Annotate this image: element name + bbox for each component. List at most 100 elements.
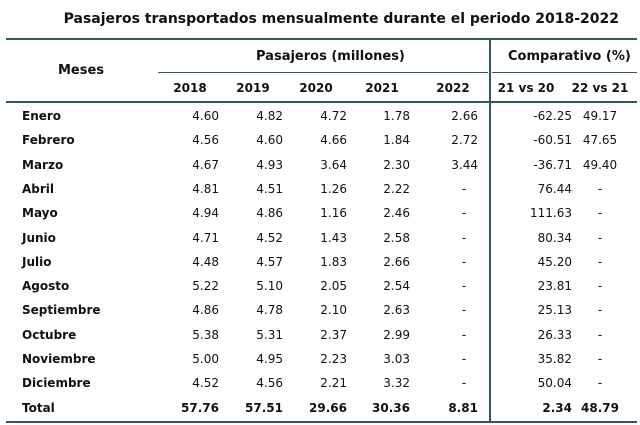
passenger-value-cell: 4.57 <box>256 254 283 269</box>
passenger-value-cell: 3.44 <box>451 157 478 172</box>
month-label: Abril <box>22 181 55 196</box>
passenger-value-cell: 4.71 <box>192 230 219 245</box>
month-label: Mayo <box>22 206 58 221</box>
passenger-value-cell: 4.82 <box>256 109 283 123</box>
month-label: Septiembre <box>22 303 101 318</box>
column-group-comparativo: Comparativo (%) <box>508 49 631 64</box>
passenger-value-cell: 2.46 <box>383 206 410 221</box>
column-group-divider <box>489 40 491 422</box>
comparison-value-cell: 49.40 <box>582 157 618 172</box>
passenger-value-cell: 2.10 <box>320 303 347 318</box>
month-label: Agosto <box>22 279 70 294</box>
passenger-value-cell: 4.56 <box>256 376 283 391</box>
passenger-value-cell: 4.94 <box>192 206 219 221</box>
passenger-value-cell: 2.30 <box>383 157 410 172</box>
comparison-value-cell: 26.33 <box>537 327 572 342</box>
passenger-value-cell: 1.83 <box>320 254 347 269</box>
comparison-value-cell: 45.20 <box>537 254 572 269</box>
column-group-pasajeros: Pasajeros (millones) <box>256 49 405 64</box>
passenger-value-cell: 1.43 <box>320 230 347 245</box>
passenger-value-cell: 4.72 <box>320 109 347 123</box>
table-bottom-rule <box>6 421 637 423</box>
month-label: Junio <box>22 230 56 245</box>
passenger-value-cell: 4.60 <box>256 133 283 148</box>
month-label: Febrero <box>22 133 75 148</box>
passenger-value-cell: 29.66 <box>309 401 347 415</box>
month-label: Octubre <box>22 327 77 342</box>
column-header-year: 2019 <box>236 81 270 95</box>
column-header-comparison: 22 vs 21 <box>571 81 629 95</box>
month-label: Noviembre <box>22 352 96 366</box>
passenger-value-cell: 4.67 <box>192 157 219 172</box>
comparison-value-cell: 80.34 <box>537 230 572 245</box>
comparison-value-cell: - <box>597 181 603 196</box>
passenger-value-cell: 2.23 <box>320 352 347 366</box>
passenger-value-cell: 4.95 <box>256 352 283 366</box>
passenger-value-cell: 3.32 <box>383 376 410 391</box>
passenger-value-cell: 5.31 <box>256 327 283 342</box>
comparison-value-cell: 25.13 <box>537 303 572 318</box>
passenger-value-cell: 4.86 <box>256 206 283 221</box>
comparison-value-cell: - <box>597 279 603 294</box>
passenger-value-cell: 4.81 <box>192 181 219 196</box>
passenger-value-cell: 4.93 <box>256 157 283 172</box>
passenger-value-cell: 4.66 <box>320 133 347 148</box>
column-header-year: 2022 <box>436 81 470 95</box>
passenger-value-cell: 5.00 <box>192 352 219 366</box>
passenger-value-cell: - <box>461 352 467 366</box>
passenger-value-cell: - <box>461 327 467 342</box>
comparison-value-cell: - <box>597 254 603 269</box>
passenger-value-cell: 1.26 <box>320 181 347 196</box>
passenger-value-cell: 4.48 <box>192 254 219 269</box>
passenger-value-cell: 4.56 <box>192 133 219 148</box>
comparison-value-cell: 111.63 <box>530 206 572 221</box>
comparison-value-cell: - <box>597 327 603 342</box>
month-label: Marzo <box>22 157 64 172</box>
passenger-value-cell: 30.36 <box>372 401 410 415</box>
passenger-value-cell: 5.38 <box>192 327 219 342</box>
comparison-value-cell: 50.04 <box>537 376 572 391</box>
month-label: Enero <box>22 109 62 123</box>
passenger-value-cell: - <box>461 206 467 221</box>
passenger-value-cell: 4.60 <box>192 109 219 123</box>
passenger-value-cell: 1.78 <box>383 109 410 123</box>
passenger-value-cell: 2.58 <box>383 230 410 245</box>
passenger-value-cell: - <box>461 376 467 391</box>
passenger-value-cell: 2.99 <box>383 327 410 342</box>
passenger-value-cell: - <box>461 230 467 245</box>
passenger-value-cell: - <box>461 303 467 318</box>
header-bottom-rule <box>6 101 637 103</box>
column-header-year: 2018 <box>173 81 207 95</box>
column-header-comparison: 21 vs 20 <box>497 81 555 95</box>
month-label: Diciembre <box>22 376 91 391</box>
month-label: Julio <box>22 254 52 269</box>
column-header-meses: Meses <box>58 63 105 78</box>
passenger-value-cell: 2.05 <box>320 279 347 294</box>
column-header-year: 2020 <box>299 81 333 95</box>
passenger-value-cell: - <box>461 279 467 294</box>
passenger-value-cell: 5.10 <box>256 279 283 294</box>
passenger-value-cell: 4.52 <box>256 230 283 245</box>
comparison-value-cell: 2.34 <box>542 401 572 415</box>
comparison-value-cell: -62.25 <box>533 109 572 123</box>
passenger-value-cell: 8.81 <box>448 401 478 415</box>
comparison-value-cell: -36.71 <box>533 157 572 172</box>
comparison-value-cell: - <box>597 376 603 391</box>
passenger-value-cell: 2.63 <box>383 303 410 318</box>
passenger-value-cell: 4.78 <box>256 303 283 318</box>
comparison-value-cell: - <box>597 303 603 318</box>
passenger-value-cell: 4.51 <box>256 181 283 196</box>
comparison-value-cell: 49.17 <box>582 109 618 123</box>
passenger-value-cell: 3.03 <box>383 352 410 366</box>
comparison-value-cell: - <box>597 352 603 366</box>
table-title: Pasajeros transportados mensualmente dur… <box>63 11 619 27</box>
comparison-value-cell: 48.79 <box>581 401 619 415</box>
pasajeros-group-rule <box>158 72 488 73</box>
passenger-value-cell: 1.84 <box>383 133 410 148</box>
passenger-value-cell: 2.22 <box>383 181 410 196</box>
passenger-value-cell: - <box>461 254 467 269</box>
passenger-value-cell: 2.37 <box>320 327 347 342</box>
passenger-value-cell: 2.72 <box>451 133 478 148</box>
comparison-value-cell: -60.51 <box>533 133 572 148</box>
comparison-value-cell: - <box>597 206 603 221</box>
